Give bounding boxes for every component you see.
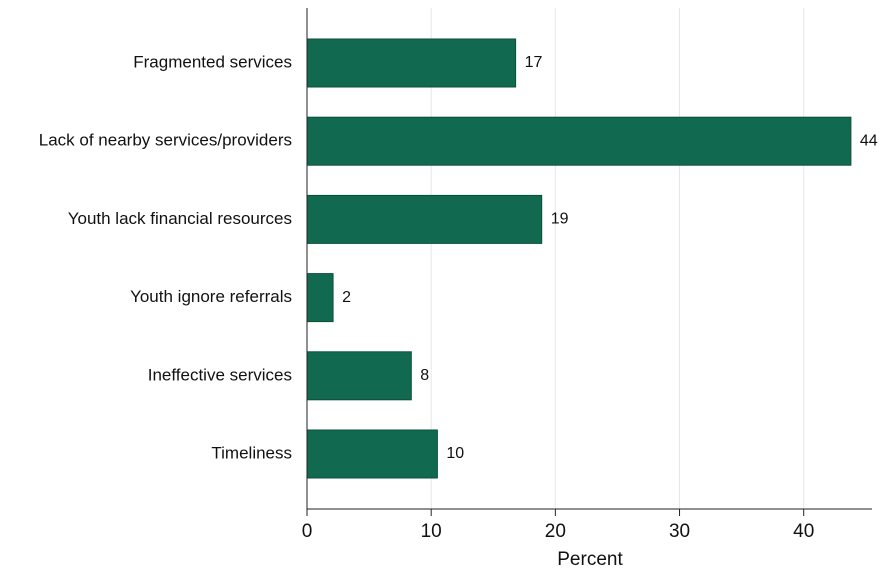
data-label: 10 (446, 445, 464, 462)
category-label: Lack of nearby services/providers (39, 131, 292, 150)
category-label: Timeliness (211, 443, 292, 462)
x-tick-label: 10 (421, 521, 442, 542)
category-label: Youth ignore referrals (130, 287, 292, 306)
category-label: Ineffective services (148, 365, 292, 384)
bar (306, 116, 852, 166)
x-tick-label: 20 (545, 521, 566, 542)
bars (306, 38, 852, 479)
x-tick-label: 0 (302, 521, 313, 542)
x-tick-label: 40 (793, 521, 814, 542)
category-label: Fragmented services (133, 52, 292, 71)
data-label: 8 (420, 367, 429, 384)
category-label: Youth lack financial resources (68, 209, 292, 228)
x-axis-title: Percent (557, 549, 623, 570)
labels: Fragmented services 17 Lack of nearby serv… (39, 52, 878, 462)
bar (306, 194, 543, 244)
data-label: 17 (525, 54, 543, 71)
bar (306, 38, 517, 88)
x-tick-label: 30 (669, 521, 690, 542)
data-label: 2 (342, 289, 351, 306)
data-label: 44 (860, 132, 878, 149)
bar (306, 351, 412, 401)
data-label: 19 (551, 211, 569, 228)
axes: 0 10 20 30 40 (302, 8, 872, 542)
bar (306, 273, 334, 323)
bar (306, 429, 438, 479)
gridlines (430, 8, 805, 509)
